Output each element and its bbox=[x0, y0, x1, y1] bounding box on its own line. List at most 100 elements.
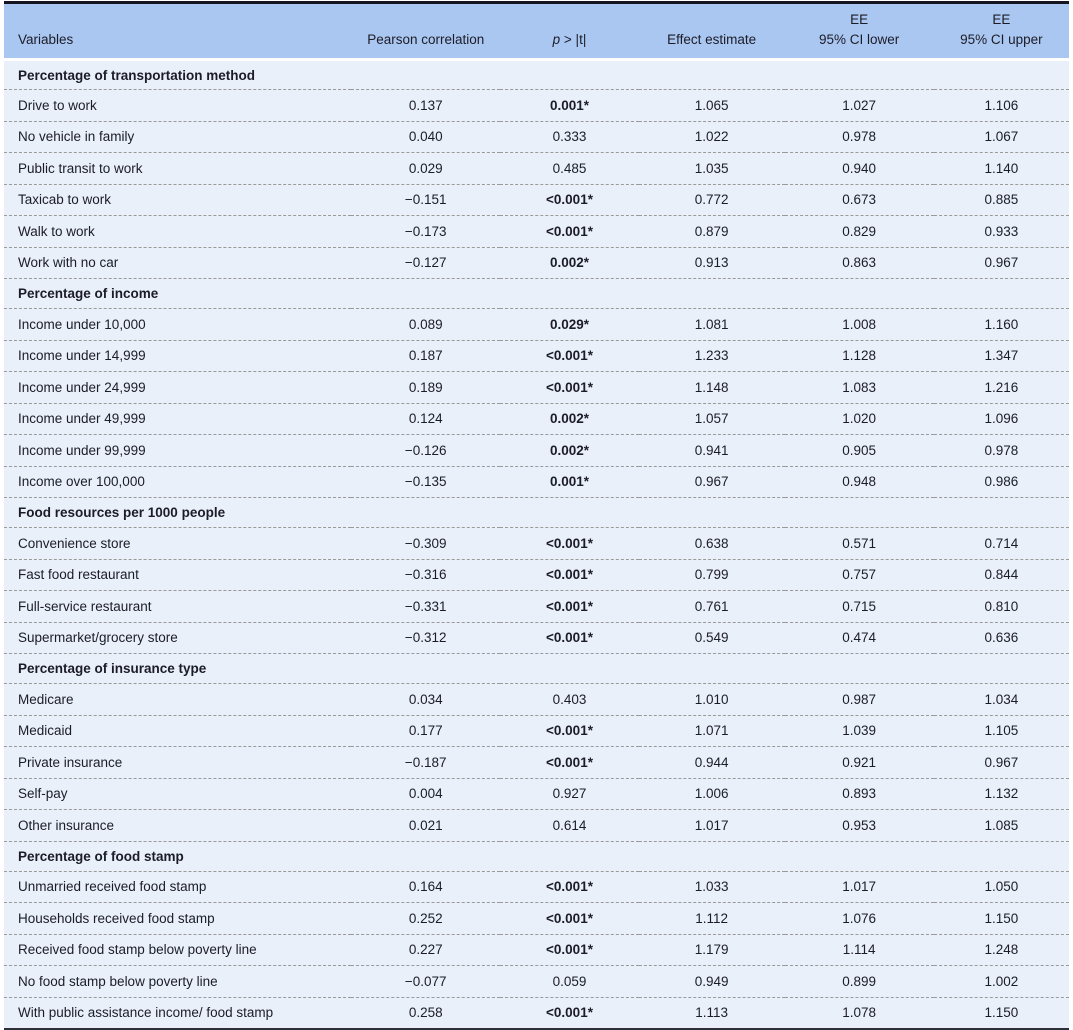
ci-upper-value: 1.248 bbox=[933, 934, 1069, 967]
ci-lower-line2: 95% CI lower bbox=[819, 31, 900, 47]
ci-lower-value: 0.673 bbox=[784, 184, 934, 217]
ci-upper-value: 0.714 bbox=[933, 527, 1069, 560]
table-row: Convenience store −0.309 <0.001* 0.638 0.571… bbox=[4, 527, 1069, 560]
pearson-correlation-value: −0.077 bbox=[351, 965, 501, 998]
effect-estimate-value: 1.057 bbox=[638, 403, 785, 436]
col-header-pearson-correlation: Pearson correlation bbox=[351, 2, 501, 62]
p-value: <0.001* bbox=[500, 934, 639, 967]
effect-estimate-value: 0.941 bbox=[638, 434, 785, 467]
p-value: 0.059 bbox=[500, 965, 639, 998]
p-value: <0.001* bbox=[500, 871, 639, 904]
section-title: Percentage of insurance type bbox=[4, 653, 1069, 685]
effect-estimate-value: 0.967 bbox=[638, 466, 785, 499]
pearson-correlation-value: 0.187 bbox=[351, 340, 501, 373]
p-value: 0.614 bbox=[500, 809, 639, 842]
ci-lower-value: 0.893 bbox=[784, 778, 934, 811]
effect-estimate-value: 0.772 bbox=[638, 184, 785, 217]
p-value: 0.002* bbox=[500, 247, 639, 280]
ci-upper-value: 0.967 bbox=[933, 746, 1069, 779]
ci-upper-value: 1.034 bbox=[933, 683, 1069, 716]
pearson-correlation-value: −0.316 bbox=[351, 559, 501, 592]
effect-estimate-value: 1.233 bbox=[638, 340, 785, 373]
effect-estimate-value: 1.022 bbox=[638, 121, 785, 154]
table-row: Full-service restaurant −0.331 <0.001* 0.76… bbox=[4, 590, 1069, 623]
table-row: Income under 14,999 0.187 <0.001* 1.233 1.12… bbox=[4, 340, 1069, 373]
table-row: Medicare 0.034 0.403 1.010 0.987 1.034 bbox=[4, 683, 1069, 716]
p-header-rest: > |t| bbox=[560, 31, 587, 47]
row-variable-label: Drive to work bbox=[4, 89, 352, 122]
ci-lower-value: 0.978 bbox=[784, 121, 934, 154]
ci-lower-value: 1.076 bbox=[784, 902, 934, 935]
effect-estimate-value: 1.033 bbox=[638, 871, 785, 904]
effect-estimate-value: 1.071 bbox=[638, 715, 785, 748]
table-row: Income under 10,000 0.089 0.029* 1.081 1.008… bbox=[4, 308, 1069, 341]
table-row: No vehicle in family 0.040 0.333 1.022 0.978… bbox=[4, 121, 1069, 154]
col-header-ci-upper: EE 95% CI upper bbox=[933, 2, 1069, 62]
effect-estimate-value: 0.799 bbox=[638, 559, 785, 592]
table-row: No food stamp below poverty line −0.077 0.… bbox=[4, 965, 1069, 998]
section-header-row: Percentage of income bbox=[4, 278, 1069, 310]
ci-lower-value: 1.008 bbox=[784, 308, 934, 341]
ci-upper-value: 1.106 bbox=[933, 89, 1069, 122]
effect-estimate-value: 0.549 bbox=[638, 622, 785, 655]
row-variable-label: Self-pay bbox=[4, 778, 352, 811]
row-variable-label: Households received food stamp bbox=[4, 902, 352, 935]
row-variable-label: Walk to work bbox=[4, 215, 352, 248]
p-value: <0.001* bbox=[500, 340, 639, 373]
p-value: 0.029* bbox=[500, 308, 639, 341]
effect-estimate-value: 1.017 bbox=[638, 809, 785, 842]
p-value: <0.001* bbox=[500, 184, 639, 217]
pearson-correlation-value: −0.127 bbox=[351, 247, 501, 280]
row-variable-label: Income under 49,999 bbox=[4, 403, 352, 436]
table-row: Supermarket/grocery store −0.312 <0.001* 0.… bbox=[4, 622, 1069, 655]
table-row: Drive to work 0.137 0.001* 1.065 1.027 1.106 bbox=[4, 89, 1069, 122]
table-row: Public transit to work 0.029 0.485 1.035 0.9… bbox=[4, 152, 1069, 185]
ci-lower-value: 0.905 bbox=[784, 434, 934, 467]
ci-upper-value: 1.085 bbox=[933, 809, 1069, 842]
table-row: Walk to work −0.173 <0.001* 0.879 0.829 0.933 bbox=[4, 215, 1069, 248]
section-header-row: Percentage of transportation method bbox=[4, 59, 1069, 91]
pearson-correlation-value: 0.258 bbox=[351, 997, 501, 1029]
ci-upper-line1: EE bbox=[992, 12, 1011, 27]
effect-estimate-value: 0.913 bbox=[638, 247, 785, 280]
pearson-correlation-value: −0.331 bbox=[351, 590, 501, 623]
row-variable-label: Income under 14,999 bbox=[4, 340, 352, 373]
row-variable-label: Convenience store bbox=[4, 527, 352, 560]
p-value: 0.927 bbox=[500, 778, 639, 811]
pearson-correlation-value: 0.124 bbox=[351, 403, 501, 436]
section-header-row: Percentage of insurance type bbox=[4, 653, 1069, 685]
ci-upper-value: 0.885 bbox=[933, 184, 1069, 217]
col-header-effect-estimate: Effect estimate bbox=[638, 2, 785, 62]
ci-lower-value: 0.715 bbox=[784, 590, 934, 623]
effect-estimate-value: 1.112 bbox=[638, 902, 785, 935]
effect-estimate-value: 0.761 bbox=[638, 590, 785, 623]
row-variable-label: No food stamp below poverty line bbox=[4, 965, 352, 998]
table-row: Work with no car −0.127 0.002* 0.913 0.863 0.… bbox=[4, 247, 1069, 280]
p-symbol: p bbox=[552, 31, 561, 47]
effect-estimate-value: 1.006 bbox=[638, 778, 785, 811]
ci-lower-value: 0.863 bbox=[784, 247, 934, 280]
p-value: <0.001* bbox=[500, 559, 639, 592]
row-variable-label: Medicaid bbox=[4, 715, 352, 748]
pearson-correlation-value: 0.137 bbox=[351, 89, 501, 122]
row-variable-label: Income under 10,000 bbox=[4, 308, 352, 341]
pearson-correlation-value: −0.126 bbox=[351, 434, 501, 467]
row-variable-label: Work with no car bbox=[4, 247, 352, 280]
ci-upper-value: 1.050 bbox=[933, 871, 1069, 904]
table-row: Income over 100,000 −0.135 0.001* 0.967 0.94… bbox=[4, 466, 1069, 499]
table-row: With public assistance income/ food stam… bbox=[4, 997, 1069, 1029]
row-variable-label: Income over 100,000 bbox=[4, 466, 352, 499]
table-row: Income under 24,999 0.189 <0.001* 1.148 1.08… bbox=[4, 371, 1069, 404]
col-header-p-value: p > |t| bbox=[500, 2, 639, 62]
ci-lower-value: 0.474 bbox=[784, 622, 934, 655]
ci-lower-value: 0.571 bbox=[784, 527, 934, 560]
ci-upper-value: 0.978 bbox=[933, 434, 1069, 467]
ci-upper-value: 1.216 bbox=[933, 371, 1069, 404]
ci-upper-value: 1.150 bbox=[933, 997, 1069, 1029]
effect-estimate-value: 1.179 bbox=[638, 934, 785, 967]
ci-upper-value: 0.636 bbox=[933, 622, 1069, 655]
table-row: Households received food stamp 0.252 <0.00… bbox=[4, 902, 1069, 935]
p-value: 0.002* bbox=[500, 403, 639, 436]
table-row: Fast food restaurant −0.316 <0.001* 0.799 0.… bbox=[4, 559, 1069, 592]
pearson-correlation-value: −0.151 bbox=[351, 184, 501, 217]
